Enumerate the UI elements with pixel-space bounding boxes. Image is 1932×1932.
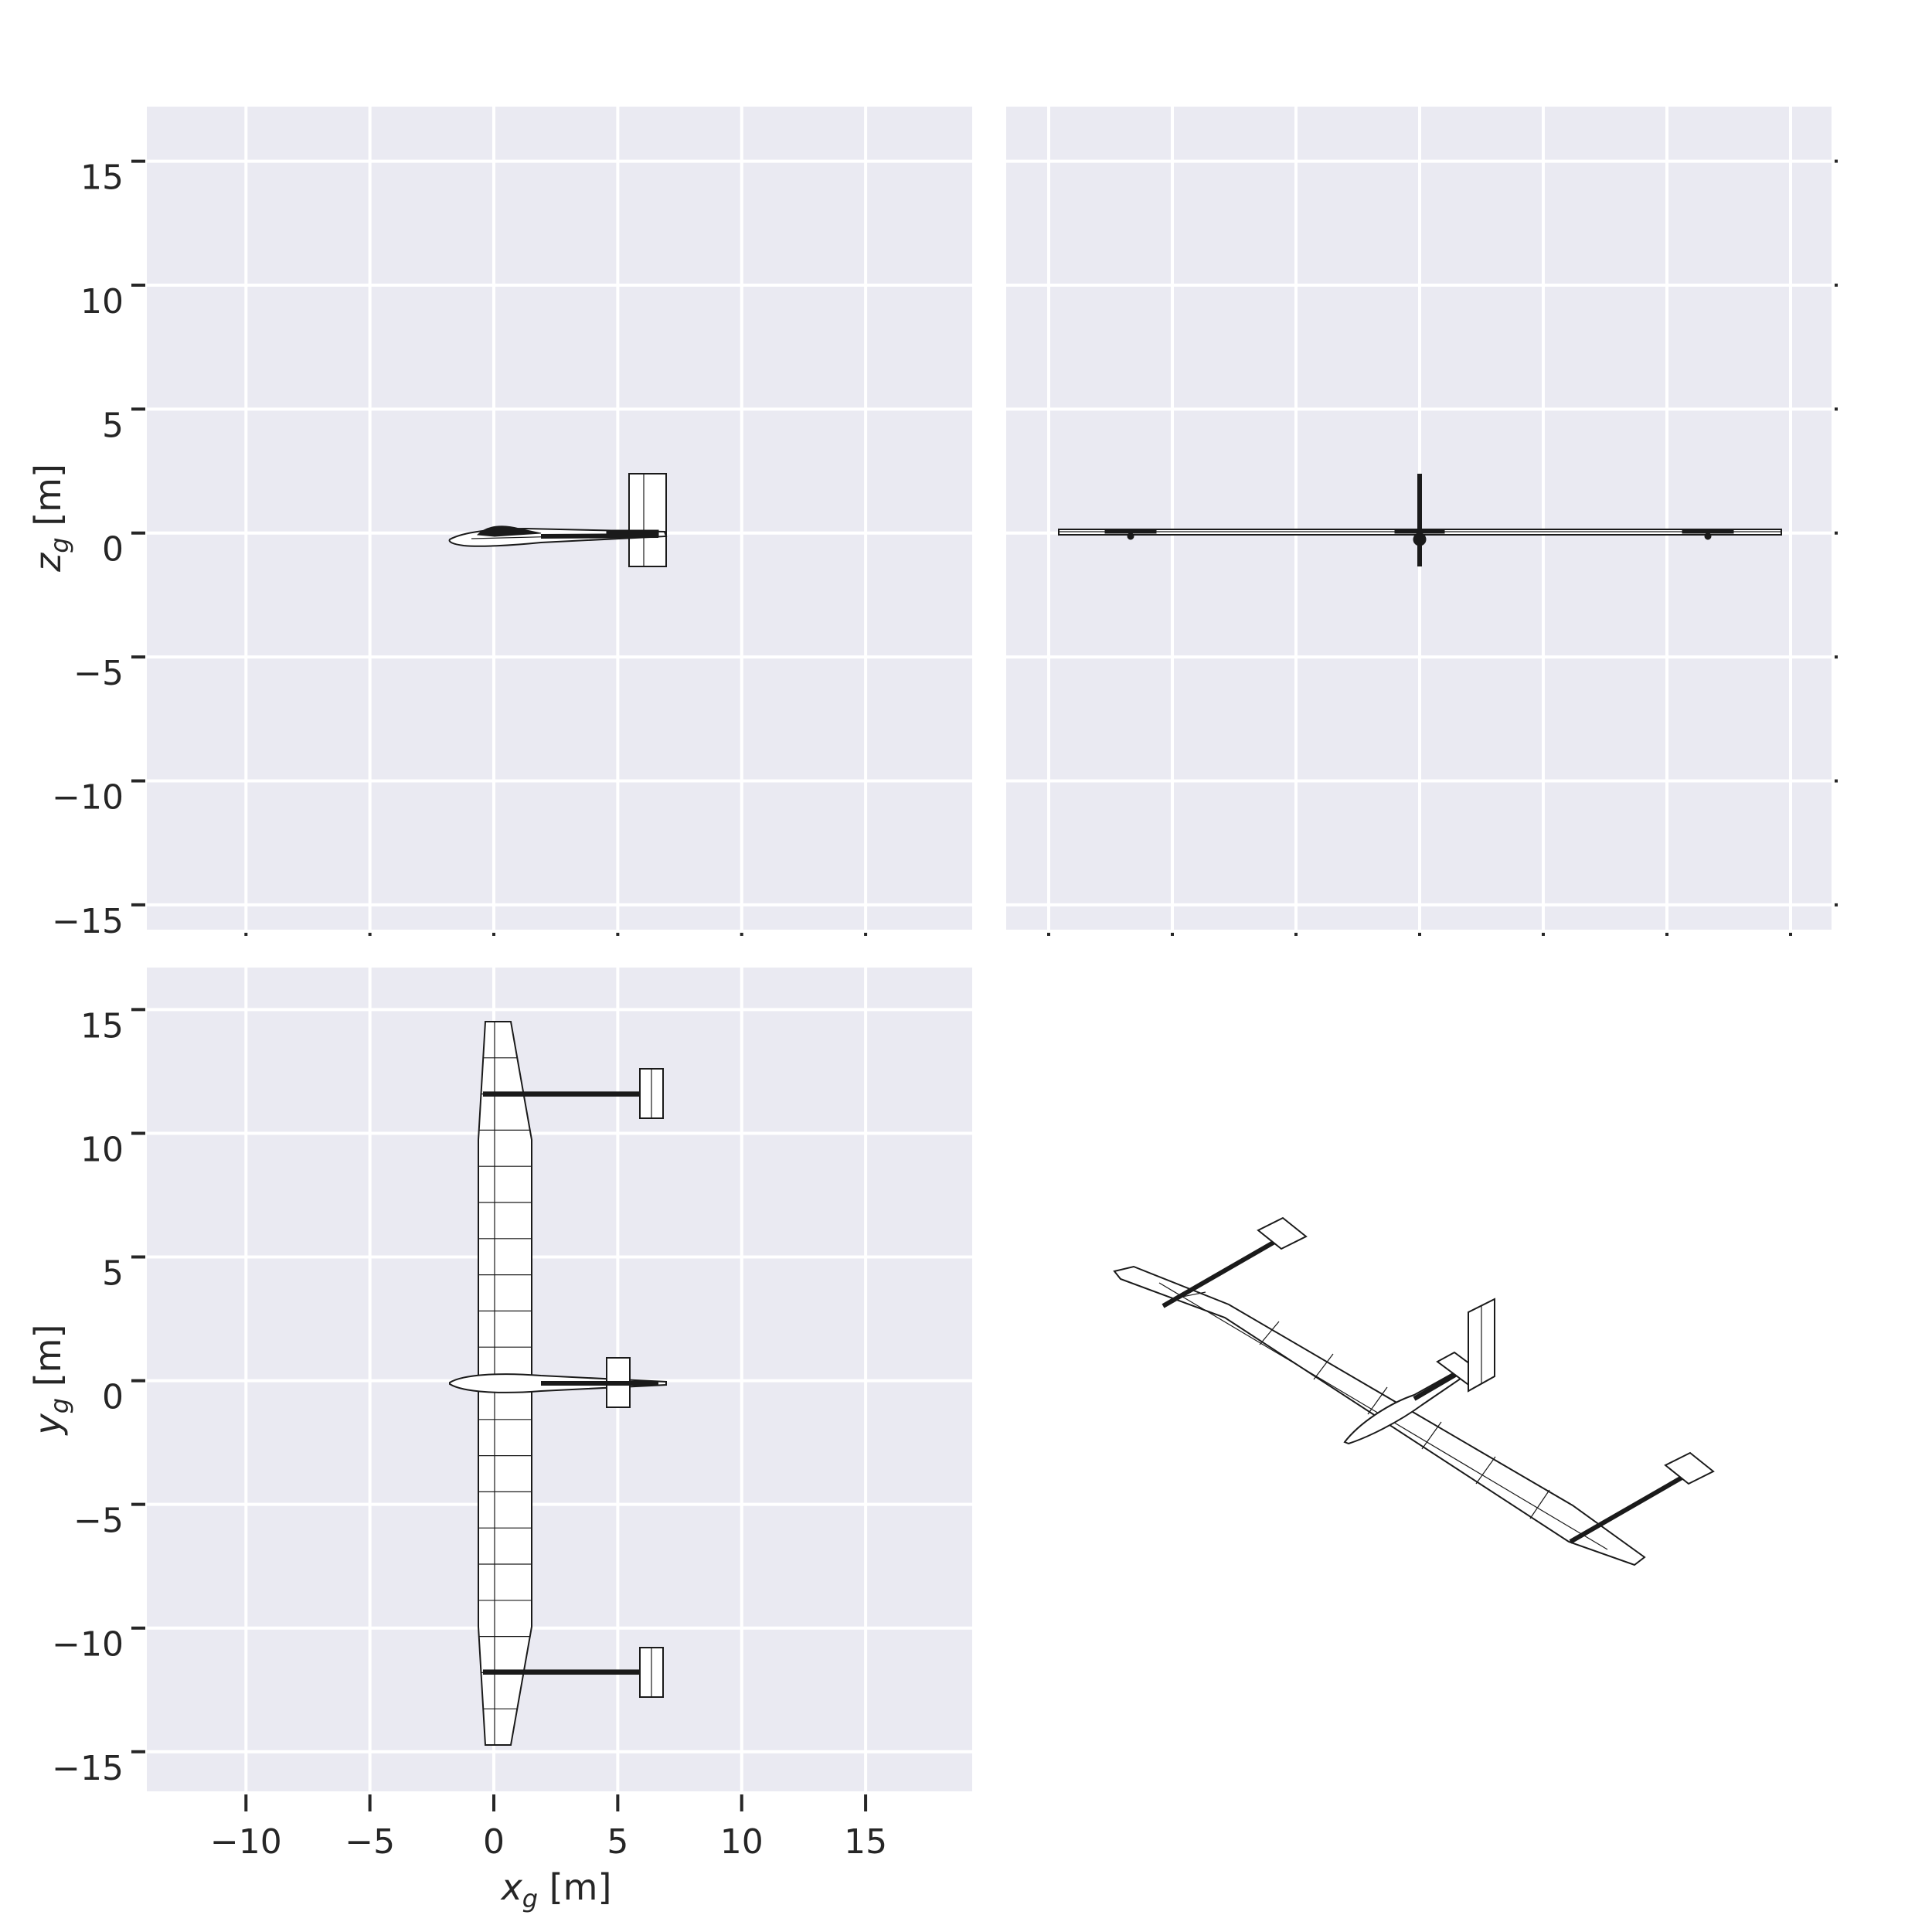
y-tick-label-5: 10	[80, 1130, 124, 1169]
iso-upper-horizontal-tail	[1257, 1216, 1308, 1250]
z-axis-label: zg [m]	[27, 464, 74, 573]
top-view-y-tick-labels: −15 −10 −5 0 5 10 15	[52, 1006, 124, 1787]
x-tick-label-1: −5	[345, 1822, 395, 1862]
z-tick-label-0: −15	[52, 902, 124, 941]
front-view-aircraft	[1058, 474, 1782, 566]
top-view-ticks	[131, 1008, 868, 1811]
side-view-z-tick-labels: −15 −10 −5 0 5 10 15	[52, 158, 124, 941]
z-tick-label-5: 10	[80, 282, 124, 321]
z-tick-label-3: 0	[102, 530, 124, 570]
z-tick-label-4: 5	[102, 406, 124, 445]
front-fuselage	[1413, 532, 1427, 546]
y-tick-label-3: 0	[102, 1378, 124, 1417]
x-axis-label: xg [m]	[500, 1866, 612, 1913]
top-view-panel: −15 −10 −5 0 5 10 15 −10 −5 0 5 10 15	[52, 968, 972, 1862]
top-view-x-tick-labels: −10 −5 0 5 10 15	[210, 1822, 887, 1862]
side-view-ticks	[131, 159, 868, 936]
isometric-view	[1113, 1216, 1715, 1566]
front-center-horizontal-tail	[1394, 529, 1445, 534]
front-view-grid	[1006, 107, 1832, 930]
side-vertical-tail	[628, 473, 667, 567]
side-view-panel: −15 −10 −5 0 5 10 15	[52, 107, 972, 941]
iso-upper-tail-boom	[1162, 1233, 1288, 1308]
z-tick-label-1: −10	[52, 778, 124, 818]
z-tick-label-2: −5	[73, 654, 124, 693]
side-view-grid	[147, 107, 972, 930]
side-view-aircraft	[448, 473, 668, 567]
y-tick-label-4: 5	[102, 1254, 124, 1294]
front-left-pod	[1127, 532, 1134, 540]
side-view-background	[147, 107, 972, 930]
x-tick-label-0: −10	[210, 1822, 282, 1862]
top-view-aircraft	[449, 1021, 667, 1746]
side-horizontal-tail	[606, 529, 659, 537]
top-wing-ribs	[478, 1021, 532, 1746]
front-left-horizontal-tail	[1104, 529, 1157, 534]
x-tick-label-2: 0	[483, 1822, 505, 1862]
iso-lower-tail-boom	[1569, 1468, 1696, 1544]
front-right-horizontal-tail	[1682, 529, 1734, 534]
y-tick-label-0: −15	[52, 1749, 124, 1788]
front-right-pod	[1704, 532, 1712, 540]
x-tick-label-5: 15	[844, 1822, 887, 1862]
y-tick-label-1: −10	[52, 1625, 124, 1665]
front-view-panel	[1006, 107, 1838, 936]
front-view-ticks	[1047, 159, 1838, 936]
x-tick-label-3: 5	[607, 1822, 628, 1862]
z-tick-label-6: 15	[80, 158, 124, 198]
iso-lower-horizontal-tail	[1664, 1451, 1715, 1485]
side-wing-root	[476, 526, 542, 537]
y-axis-label: yg [m]	[27, 1325, 74, 1437]
x-tick-label-4: 10	[720, 1822, 764, 1862]
y-tick-label-2: −5	[73, 1502, 124, 1541]
side-fuselage-panels	[471, 533, 658, 539]
y-tick-label-6: 15	[80, 1006, 124, 1046]
